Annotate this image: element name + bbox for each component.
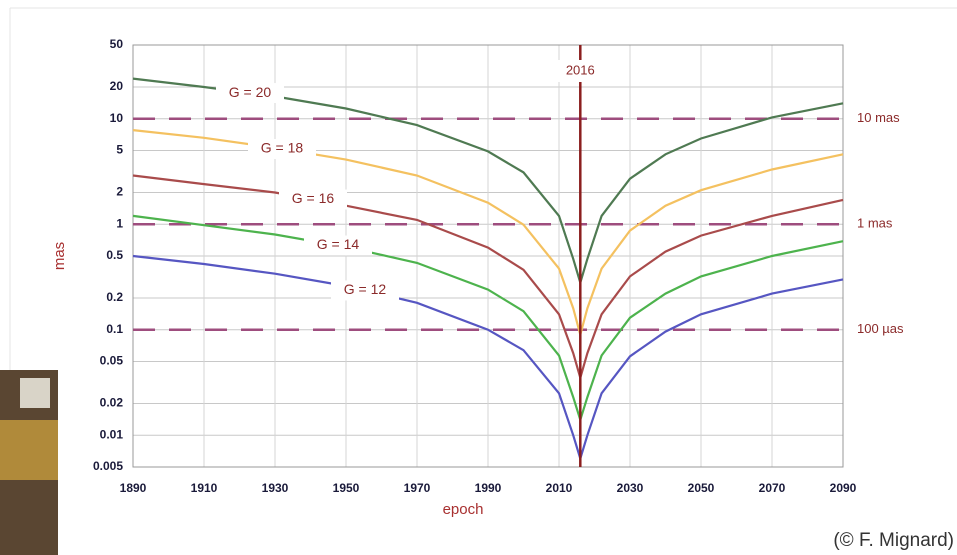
series-label: G = 18: [261, 140, 304, 156]
y-tick-label: 0.05: [100, 354, 124, 368]
y-axis-label: mas: [51, 242, 68, 270]
y-tick-label: 50: [110, 37, 124, 51]
chart: 0.0050.010.020.050.10.20.512510205018901…: [0, 0, 957, 555]
series-label: G = 14: [317, 236, 360, 252]
reference-label: 1 mas: [857, 216, 893, 231]
y-tick-label: 20: [110, 79, 124, 93]
y-tick-label: 1: [116, 216, 123, 230]
y-tick-label: 0.005: [93, 459, 123, 473]
y-tick-label: 5: [116, 143, 123, 157]
y-tick-label: 2: [116, 185, 123, 199]
y-tick-label: 0.2: [106, 290, 123, 304]
y-tick-label: 0.1: [106, 322, 123, 336]
x-tick-label: 1910: [191, 481, 218, 495]
x-tick-label: 2010: [546, 481, 573, 495]
x-tick-label: 2050: [688, 481, 715, 495]
y-tick-label: 0.02: [100, 396, 124, 410]
vline-label: 2016: [566, 62, 595, 77]
x-tick-label: 1930: [262, 481, 289, 495]
series-label: G = 12: [344, 281, 387, 297]
y-tick-label: 10: [110, 111, 124, 125]
x-tick-label: 2090: [830, 481, 857, 495]
series-label: G = 20: [229, 84, 272, 100]
x-tick-label: 2070: [759, 481, 786, 495]
reference-label: 100 µas: [857, 321, 904, 336]
y-tick-label: 0.5: [106, 248, 123, 262]
photo-fragment: [0, 370, 58, 555]
series-label: G = 16: [292, 190, 335, 206]
slide: 0.0050.010.020.050.10.20.512510205018901…: [0, 0, 957, 555]
x-tick-label: 1950: [333, 481, 360, 495]
x-tick-label: 1970: [404, 481, 431, 495]
credit: (© F. Mignard): [833, 530, 954, 551]
x-tick-label: 1890: [120, 481, 147, 495]
reference-label: 10 mas: [857, 110, 900, 125]
x-tick-label: 1990: [475, 481, 502, 495]
x-axis-label: epoch: [443, 501, 484, 518]
y-tick-label: 0.01: [100, 427, 124, 441]
x-tick-label: 2030: [617, 481, 644, 495]
